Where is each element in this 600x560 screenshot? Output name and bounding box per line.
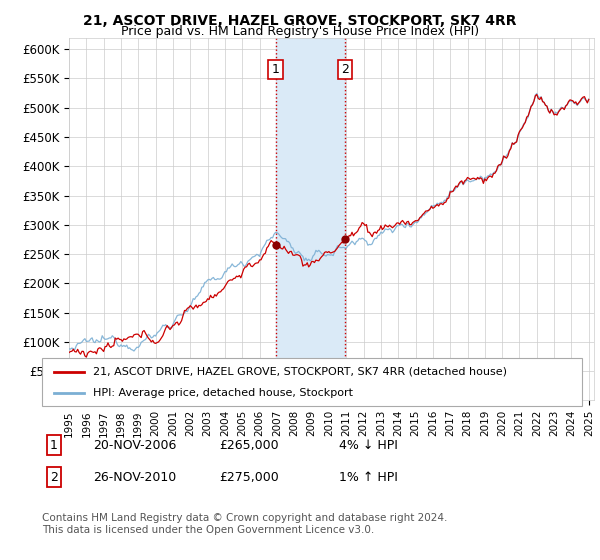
Text: 1% ↑ HPI: 1% ↑ HPI — [339, 470, 398, 484]
Text: 1: 1 — [50, 438, 58, 452]
Bar — [275, 38, 345, 400]
Text: £275,000: £275,000 — [219, 470, 279, 484]
Text: 21, ASCOT DRIVE, HAZEL GROVE, STOCKPORT, SK7 4RR (detached house): 21, ASCOT DRIVE, HAZEL GROVE, STOCKPORT,… — [93, 367, 507, 377]
Text: HPI: Average price, detached house, Stockport: HPI: Average price, detached house, Stoc… — [93, 388, 353, 398]
Text: 21, ASCOT DRIVE, HAZEL GROVE, STOCKPORT, SK7 4RR: 21, ASCOT DRIVE, HAZEL GROVE, STOCKPORT,… — [83, 14, 517, 28]
Text: 20-NOV-2006: 20-NOV-2006 — [93, 438, 176, 452]
Text: 2: 2 — [341, 63, 349, 76]
Text: 1: 1 — [272, 63, 280, 76]
Text: Price paid vs. HM Land Registry's House Price Index (HPI): Price paid vs. HM Land Registry's House … — [121, 25, 479, 38]
Text: 4% ↓ HPI: 4% ↓ HPI — [339, 438, 398, 452]
Text: Contains HM Land Registry data © Crown copyright and database right 2024.
This d: Contains HM Land Registry data © Crown c… — [42, 513, 448, 535]
Text: 26-NOV-2010: 26-NOV-2010 — [93, 470, 176, 484]
Text: 2: 2 — [50, 470, 58, 484]
Text: £265,000: £265,000 — [219, 438, 278, 452]
